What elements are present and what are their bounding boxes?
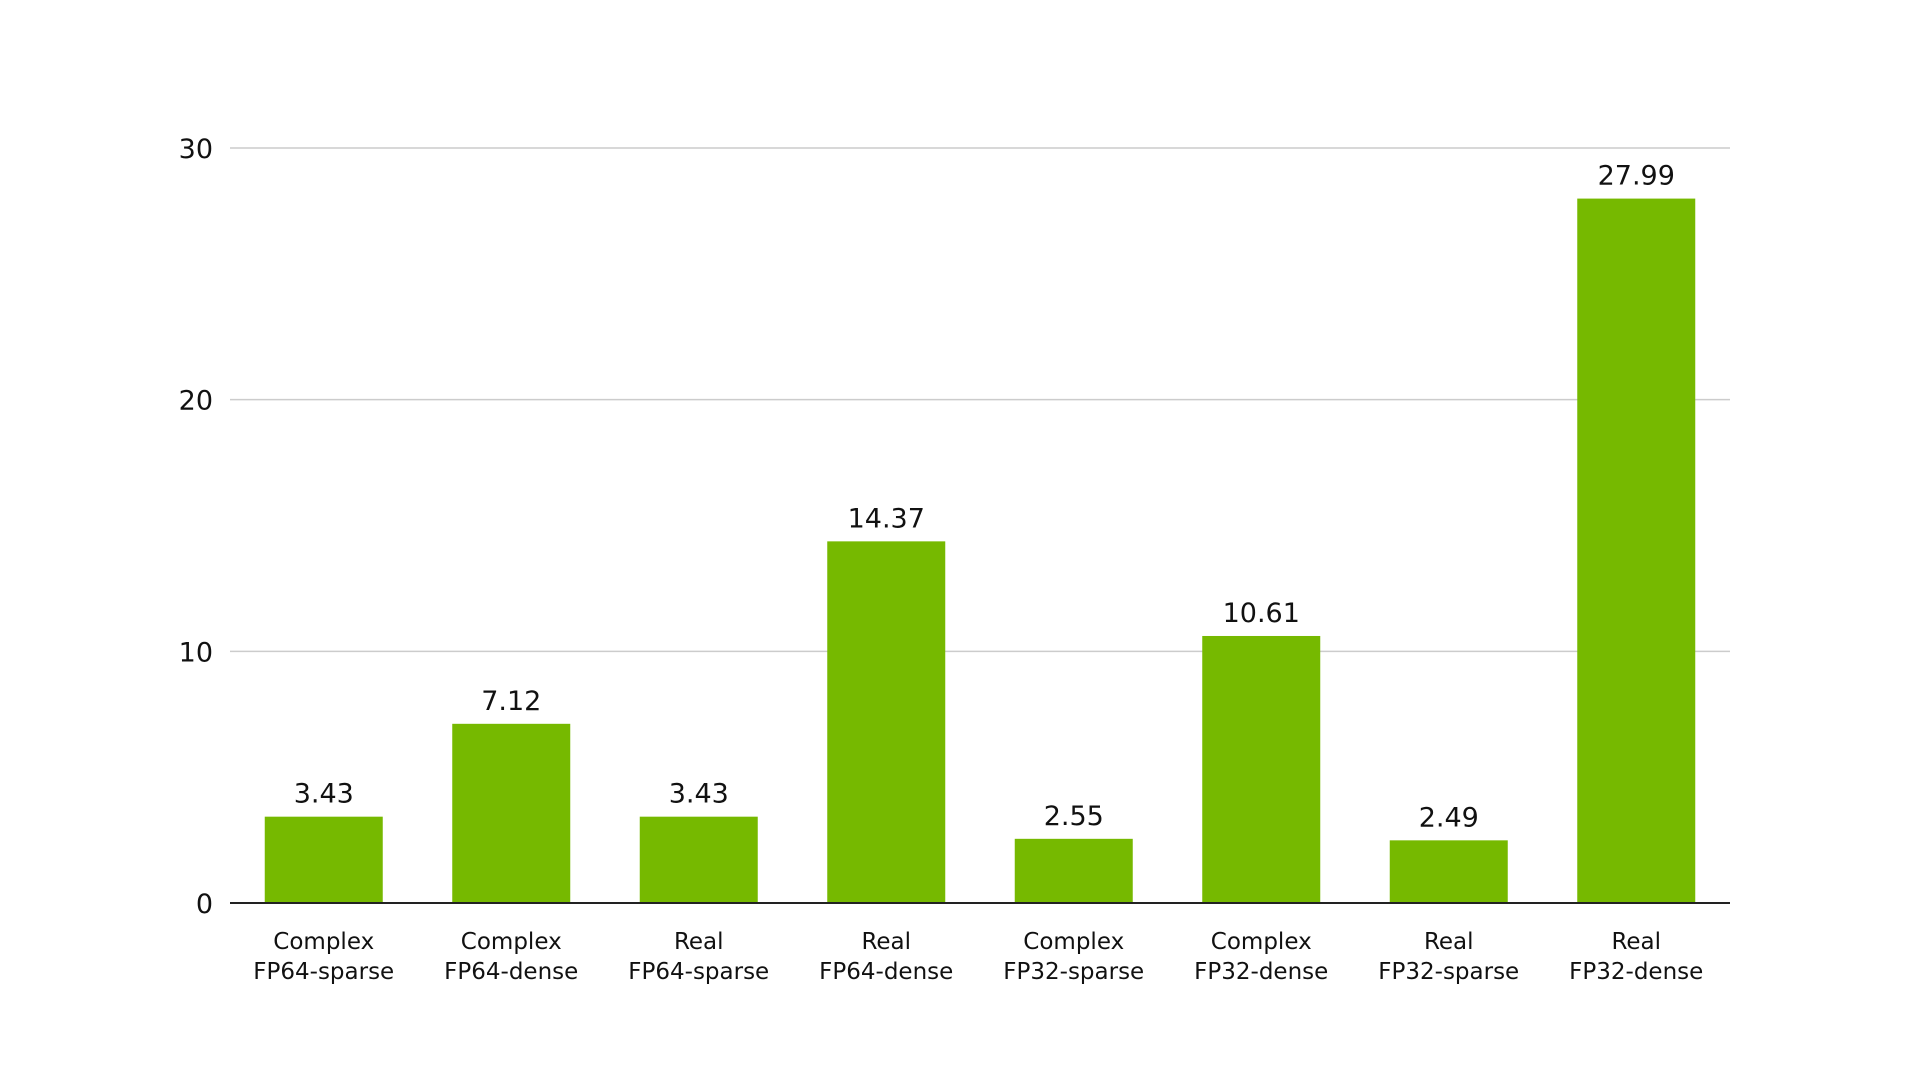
bars: [264, 198, 1696, 903]
x-tick-label: Complex: [461, 929, 562, 955]
x-tick-label: FP32-dense: [1194, 959, 1328, 985]
bar: [1202, 635, 1321, 903]
y-tick-label: 0: [196, 889, 213, 920]
x-tick-label: FP64-sparse: [253, 959, 394, 985]
data-label: 10.61: [1223, 598, 1300, 629]
x-tick-label: FP64-sparse: [628, 959, 769, 985]
data-label: 3.43: [669, 779, 729, 810]
data-labels: 3.43 7.12 3.43 14.37 2.55 10.61 2.49 27.99: [294, 161, 1675, 834]
x-tick-label: FP64-dense: [444, 959, 578, 985]
x-tick-label: Complex: [1211, 929, 1312, 955]
x-tick-label: Complex: [1023, 929, 1124, 955]
x-tick-label: FP64-dense: [819, 959, 953, 985]
x-tick-label: Real: [1611, 929, 1661, 955]
bar: [1389, 840, 1508, 903]
y-tick-label: 30: [179, 134, 213, 165]
bar: [1577, 198, 1696, 903]
bar: [264, 816, 383, 903]
bar: [1014, 838, 1133, 903]
data-label: 2.55: [1044, 801, 1104, 832]
y-tick-label: 20: [179, 386, 213, 417]
x-tick-label: Real: [674, 929, 724, 955]
bar: [827, 541, 946, 903]
y-tick-label: 10: [179, 637, 213, 668]
data-label: 2.49: [1419, 802, 1479, 833]
bar: [452, 723, 571, 903]
data-label: 7.12: [481, 686, 541, 717]
data-label: 27.99: [1598, 161, 1675, 192]
x-tick-label: Complex: [273, 929, 374, 955]
bar: [639, 816, 758, 903]
x-tick-label: Real: [1424, 929, 1474, 955]
data-label: 14.37: [848, 503, 925, 534]
x-tick-label: FP32-sparse: [1003, 959, 1144, 985]
x-tick-label: FP32-dense: [1569, 959, 1703, 985]
x-axis-categories: Complex FP64-sparse Complex FP64-dense Real F…: [253, 929, 1703, 985]
y-axis-ticks: 0 10 20 30: [179, 134, 213, 920]
gridlines: [230, 147, 1730, 653]
x-tick-label: Real: [861, 929, 911, 955]
x-tick-label: FP32-sparse: [1378, 959, 1519, 985]
data-label: 3.43: [294, 779, 354, 810]
